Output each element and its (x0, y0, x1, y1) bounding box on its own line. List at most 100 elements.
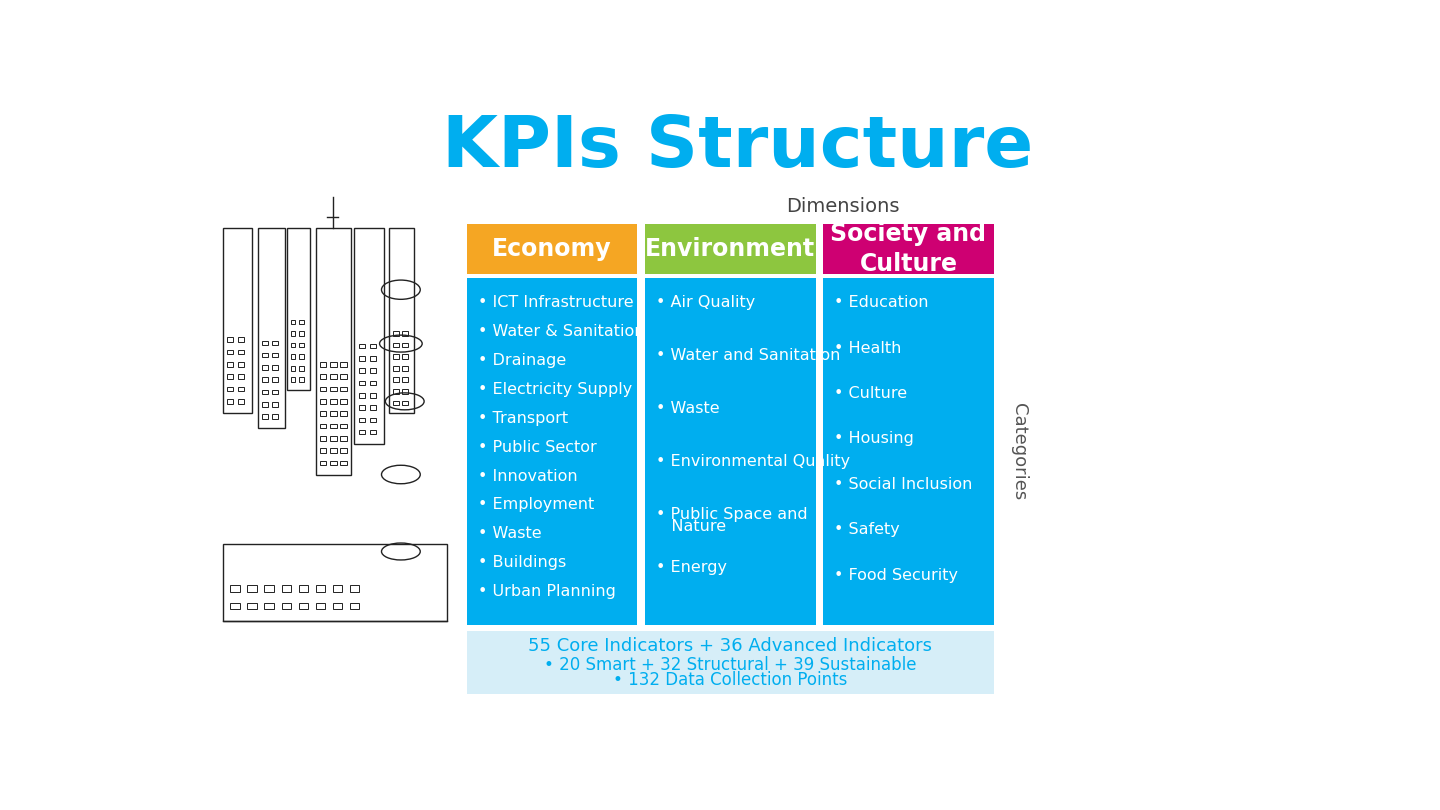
Text: • Housing: • Housing (834, 432, 914, 446)
Bar (340, 399, 347, 403)
Bar (300, 355, 304, 359)
Bar (359, 381, 366, 386)
Bar (350, 603, 359, 609)
Bar (238, 350, 245, 355)
Bar (315, 586, 325, 591)
Text: • Culture: • Culture (834, 386, 907, 401)
Bar (238, 338, 245, 342)
Text: • Drainage: • Drainage (478, 353, 566, 368)
Bar (228, 350, 233, 355)
Bar (340, 424, 347, 428)
Bar (402, 331, 408, 336)
Bar (320, 424, 327, 428)
Bar (291, 331, 295, 336)
Bar (467, 278, 638, 625)
Bar (291, 355, 295, 359)
Text: • Urban Planning: • Urban Planning (478, 584, 615, 599)
Bar (282, 603, 291, 609)
Bar (272, 340, 278, 345)
Bar (824, 224, 994, 275)
Text: Environment: Environment (645, 237, 815, 262)
Bar (340, 386, 347, 391)
Bar (228, 374, 233, 379)
Text: • Food Security: • Food Security (834, 568, 958, 582)
Bar (262, 340, 268, 345)
Bar (340, 461, 347, 465)
Bar (291, 343, 295, 347)
Bar (359, 405, 366, 410)
Bar (272, 353, 278, 357)
Bar (248, 586, 256, 591)
Bar (228, 338, 233, 342)
Bar (262, 365, 268, 370)
Bar (402, 377, 408, 382)
Bar (320, 448, 327, 453)
Text: • Social Inclusion: • Social Inclusion (834, 477, 972, 492)
Text: Categories: Categories (1009, 403, 1028, 500)
Bar (248, 603, 256, 609)
Bar (262, 390, 268, 394)
Text: • Transport: • Transport (478, 411, 567, 426)
Bar (402, 355, 408, 359)
Text: Dimensions: Dimensions (786, 197, 900, 216)
Text: • Air Quality: • Air Quality (655, 295, 755, 310)
Bar (340, 374, 347, 379)
Bar (393, 389, 399, 394)
Bar (258, 228, 285, 428)
Bar (370, 405, 376, 410)
Bar (228, 399, 233, 403)
Text: • Buildings: • Buildings (478, 556, 566, 570)
Bar (272, 390, 278, 394)
Bar (467, 224, 638, 275)
Bar (262, 377, 268, 382)
Bar (350, 586, 359, 591)
Bar (354, 228, 384, 444)
Bar (320, 461, 327, 465)
Text: • ICT Infrastructure: • ICT Infrastructure (478, 295, 634, 310)
Bar (359, 356, 366, 360)
Bar (300, 377, 304, 382)
Bar (359, 430, 366, 434)
Bar (320, 374, 327, 379)
Bar (291, 366, 295, 370)
Bar (370, 356, 376, 360)
Bar (402, 401, 408, 405)
Bar (393, 377, 399, 382)
Bar (230, 603, 239, 609)
Text: Society and
Culture: Society and Culture (831, 223, 986, 276)
Bar (389, 228, 415, 413)
Bar (228, 386, 233, 391)
Text: • Education: • Education (834, 295, 929, 310)
Text: KPIs Structure: KPIs Structure (442, 113, 1034, 181)
Bar (393, 366, 399, 370)
Bar (320, 399, 327, 403)
Bar (265, 603, 274, 609)
Bar (393, 355, 399, 359)
Bar (238, 362, 245, 367)
Bar (824, 278, 994, 625)
Text: • Health: • Health (834, 340, 901, 356)
Bar (370, 369, 376, 373)
Bar (320, 362, 327, 367)
Bar (370, 417, 376, 422)
Bar (330, 424, 337, 428)
Bar (265, 586, 274, 591)
Bar (320, 411, 327, 416)
Bar (223, 544, 448, 620)
Bar (291, 377, 295, 382)
Bar (333, 586, 341, 591)
Text: • Electricity Supply: • Electricity Supply (478, 382, 632, 397)
Bar (330, 374, 337, 379)
Bar (315, 603, 325, 609)
Text: • Innovation: • Innovation (478, 468, 577, 484)
Bar (228, 362, 233, 367)
Bar (359, 417, 366, 422)
Bar (330, 461, 337, 465)
Bar (287, 228, 310, 390)
Bar (272, 402, 278, 407)
Bar (272, 415, 278, 419)
Bar (330, 436, 337, 441)
Bar (230, 586, 239, 591)
Bar (238, 386, 245, 391)
Bar (330, 399, 337, 403)
